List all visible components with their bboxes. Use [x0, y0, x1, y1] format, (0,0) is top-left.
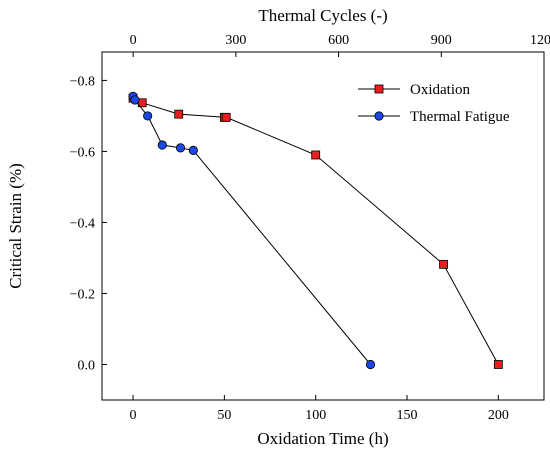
legend-marker [374, 84, 384, 94]
legend-marker [374, 111, 384, 121]
legend-item: Thermal Fatigue [358, 109, 510, 125]
y-tick-label: −0.6 [70, 145, 95, 160]
y-axis-title: Critical Strain (%) [6, 163, 25, 289]
legend-label: Oxidation [410, 82, 470, 98]
x-tick-label: 100 [305, 408, 326, 423]
x2-tick-label: 0 [130, 33, 137, 48]
data-point [221, 112, 231, 122]
data-point [130, 95, 140, 105]
y-tick-label: −0.4 [70, 216, 95, 231]
x-axis-title: Oxidation Time (h) [257, 429, 388, 448]
data-point [143, 111, 153, 121]
x-tick-label: 0 [130, 408, 137, 423]
y-tick-label: 0.0 [78, 358, 96, 373]
series-0 [128, 93, 503, 369]
series-line [132, 96, 371, 365]
series-line [132, 97, 499, 365]
data-point [175, 143, 186, 153]
x-tick-label: 50 [217, 408, 231, 423]
data-point [188, 145, 198, 155]
legend: Oxidation Thermal Fatigue [358, 82, 510, 125]
data-point [493, 360, 503, 369]
data-point [174, 109, 184, 119]
x2-tick-label: 300 [225, 33, 246, 48]
plot-frame [101, 51, 545, 401]
data-point [365, 359, 376, 370]
legend-label: Thermal Fatigue [410, 109, 510, 125]
x2-tick-label: 900 [431, 33, 452, 48]
y-tick-label: −0.2 [70, 287, 95, 302]
y-tick-label: −0.8 [70, 74, 95, 89]
x-tick-label: 200 [488, 408, 509, 423]
data-point [439, 259, 448, 269]
data-point [157, 140, 167, 150]
data-point [311, 150, 321, 160]
series-1 [128, 91, 376, 370]
legend-item: Oxidation [358, 82, 470, 98]
series-layer [128, 91, 503, 370]
x2-axis-title: Thermal Cycles (-) [258, 6, 387, 25]
x2-tick-label: 600 [328, 33, 349, 48]
x-tick-label: 150 [397, 408, 418, 423]
